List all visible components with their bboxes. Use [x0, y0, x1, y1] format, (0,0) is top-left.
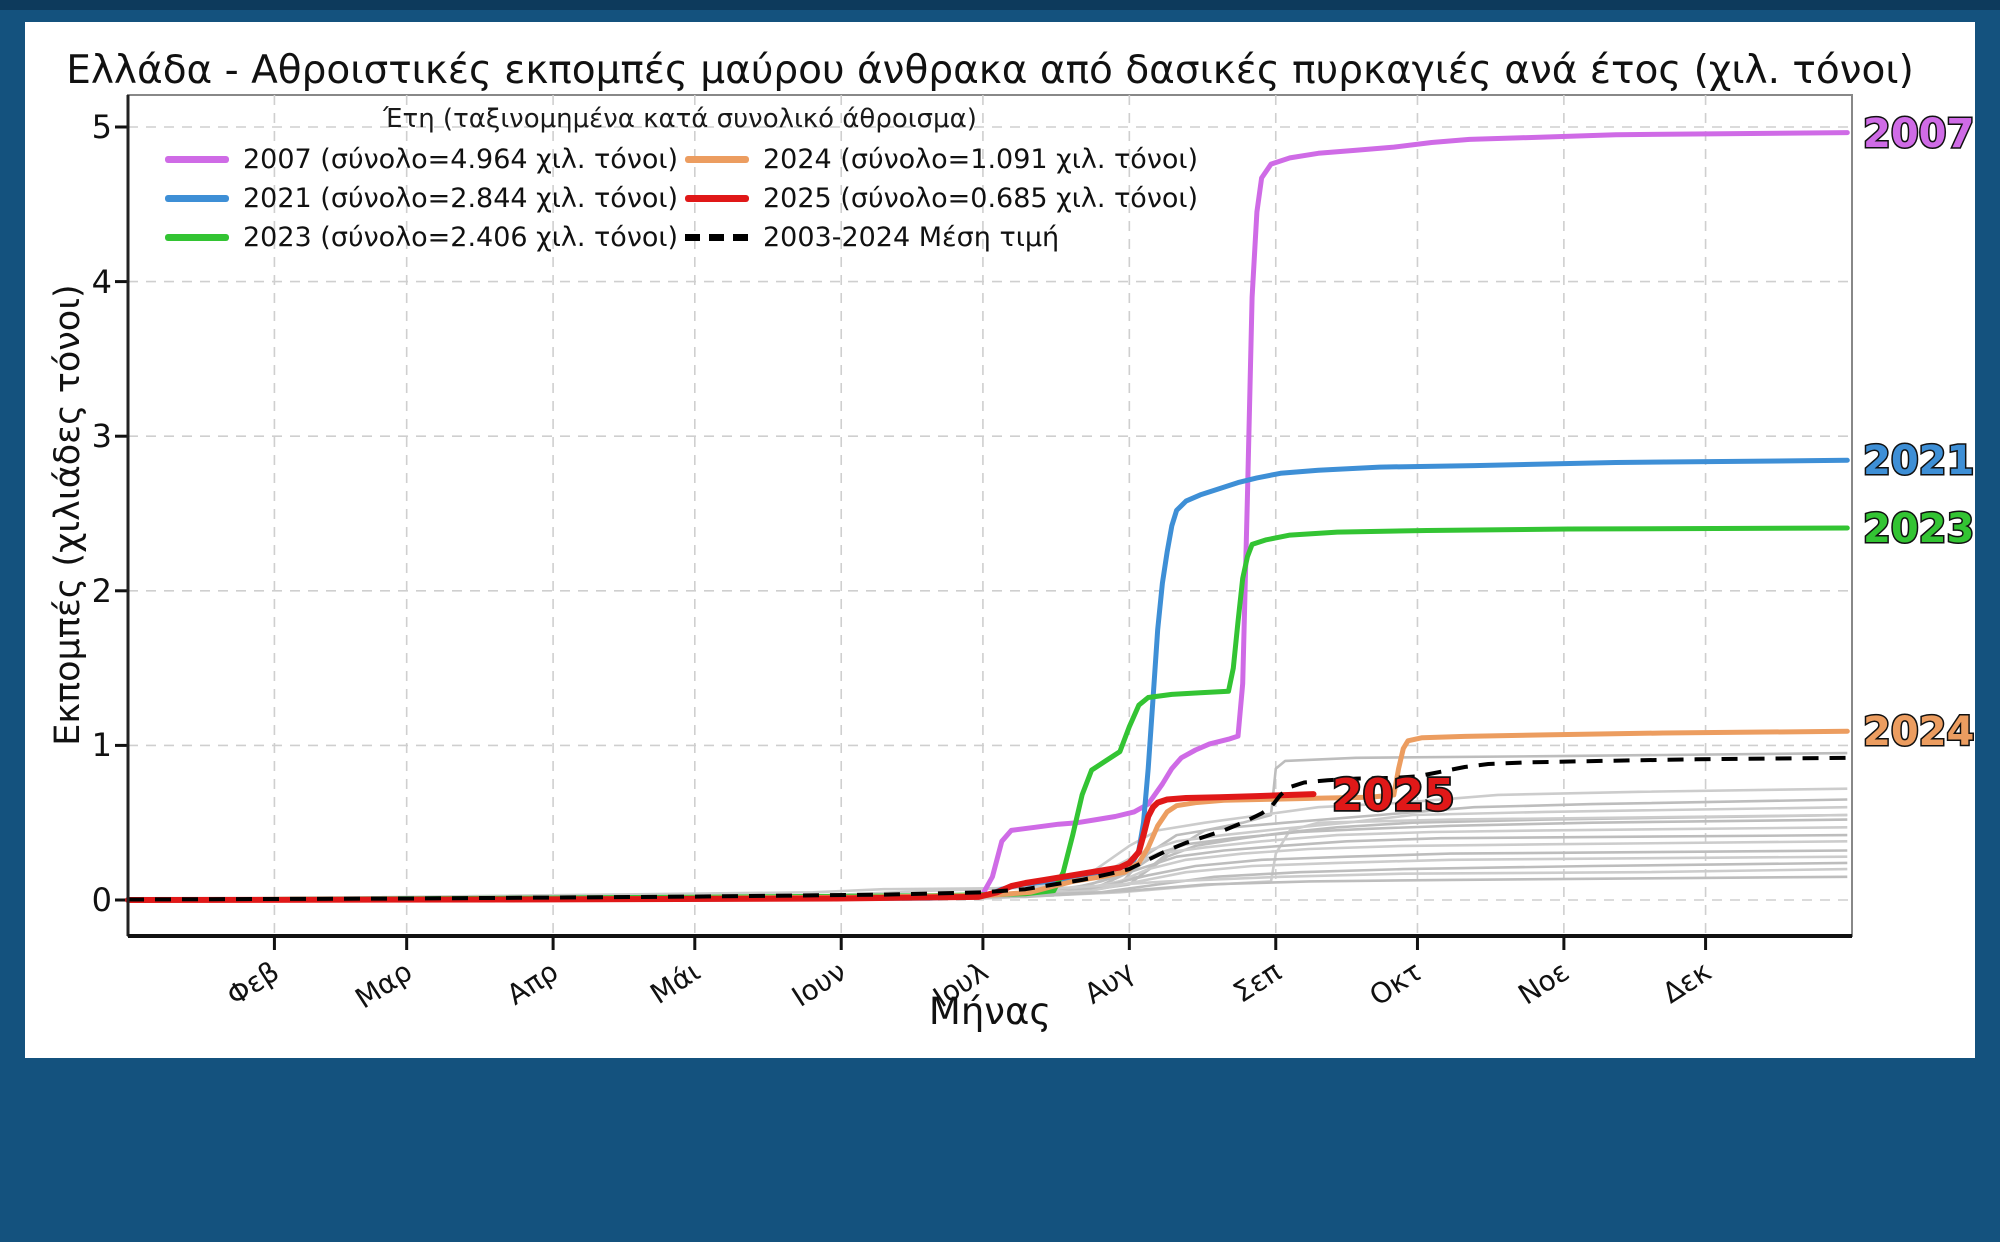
- footer-banner: ★★★★★★★★★★★★ PROGRAMME OF THE EUROPEAN U…: [0, 1058, 2000, 1242]
- legend-label: 2007 (σύνολο=4.964 χιλ. τόνοι): [243, 144, 679, 175]
- y-tick-3: 3: [91, 417, 112, 456]
- y-tick-2: 2: [91, 571, 112, 610]
- legend-entry: 2003-2024 Μέση τιμή: [685, 218, 1198, 257]
- legend-label: 2023 (σύνολο=2.406 χιλ. τόνοι): [243, 222, 679, 253]
- inline-label-2025: 2025: [1332, 770, 1454, 821]
- emissions-line-chart: 2007 2021 2023 2024 2025: [115, 94, 1976, 950]
- legend-entry: 2007 (σύνολο=4.964 χιλ. τόνοι): [165, 140, 685, 179]
- legend-label: 2021 (σύνολο=2.844 χιλ. τόνοι): [243, 183, 679, 214]
- highlighted-year-lines: [125, 130, 1850, 903]
- edge-label-2024: 2024: [1863, 709, 1974, 755]
- legend-title: Έτη (ταξινομημένα κατά συνολικό άθροισμα…: [383, 104, 977, 134]
- x-axis-label: Μήνας: [928, 990, 1052, 1033]
- y-tick-1: 1: [91, 726, 112, 765]
- edge-label-2007: 2007: [1863, 111, 1974, 157]
- legend-swatch: [165, 234, 229, 241]
- edge-label-2023: 2023: [1863, 506, 1974, 552]
- legend-entry: 2021 (σύνολο=2.844 χιλ. τόνοι): [165, 179, 685, 218]
- legend-label: 2003-2024 Μέση τιμή: [763, 222, 1060, 253]
- y-axis-label: Εκπομπές (χιλιάδες τόνοι): [48, 284, 88, 746]
- edge-label-2021: 2021: [1863, 438, 1974, 484]
- legend: Έτη (ταξινομημένα κατά συνολικό άθροισμα…: [165, 104, 1198, 257]
- right-edge-year-labels: 2007 2021 2023 2024: [1862, 110, 1976, 757]
- legend-entries: 2007 (σύνολο=4.964 χιλ. τόνοι) 2021 (σύνο…: [165, 140, 1198, 257]
- legend-swatch: [165, 156, 229, 163]
- gridlines: [128, 95, 1852, 936]
- legend-label: 2024 (σύνολο=1.091 χιλ. τόνοι): [763, 144, 1199, 175]
- mean-dashed-line: [127, 755, 1848, 902]
- legend-entry: 2024 (σύνολο=1.091 χιλ. τόνοι): [685, 140, 1198, 179]
- legend-entry: 2023 (σύνολο=2.406 χιλ. τόνοι): [165, 218, 685, 257]
- chart-title: Ελλάδα - Αθροιστικές εκπομπές μαύρου άνθ…: [66, 48, 1914, 93]
- y-tick-4: 4: [91, 262, 112, 301]
- legend-swatch: [685, 234, 749, 241]
- y-tick-5: 5: [91, 108, 112, 146]
- legend-entry: 2025 (σύνολο=0.685 χιλ. τόνοι): [685, 179, 1198, 218]
- legend-swatch: [685, 195, 749, 202]
- axis-tick-marks: [115, 125, 1708, 950]
- chart-card: 2007 2021 2023 2024 2025 Ελλάδα - Αθροισ…: [25, 22, 1976, 1058]
- legend-swatch: [165, 195, 229, 202]
- legend-label: 2025 (σύνολο=0.685 χιλ. τόνοι): [763, 183, 1199, 214]
- y-tick-0: 0: [91, 881, 112, 919]
- legend-swatch: [685, 156, 749, 163]
